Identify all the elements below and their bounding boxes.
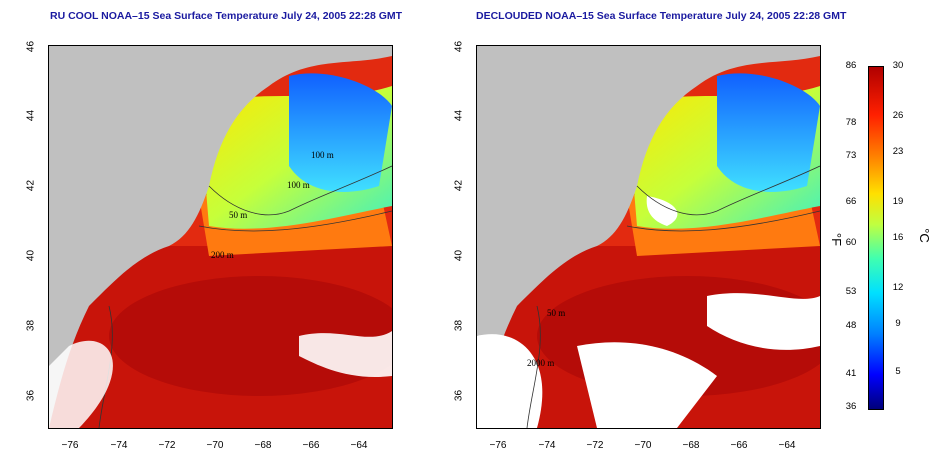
contour-label-50: 50 m	[229, 210, 247, 220]
contour-label-100b: 100 m	[287, 180, 310, 190]
lon-tick-72: −72	[586, 440, 604, 451]
lon-tick-72: −72	[158, 440, 176, 451]
fahrenheit-unit: °F	[829, 232, 845, 247]
right-map-title: DECLOUDED NOAA–15 Sea Surface Temperatur…	[476, 10, 847, 22]
lon-tick-68: −68	[254, 440, 272, 451]
f-label-86: 86	[845, 60, 857, 71]
lat-tick-44: 44	[25, 109, 37, 122]
lon-tick-76: −76	[489, 440, 507, 451]
c-label-19: 19	[892, 196, 904, 207]
lat-tick-42: 42	[25, 179, 37, 192]
lon-tick-66: −66	[730, 440, 748, 451]
temperature-colorbar	[868, 66, 884, 410]
contour-label-50r: 50 m	[547, 308, 565, 318]
c-label-23: 23	[892, 146, 904, 157]
lat-tick-40: 40	[453, 249, 465, 262]
contour-label-2000: 2000 m	[527, 358, 554, 368]
lon-tick-64: −64	[350, 440, 368, 451]
left-map-title: RU COOL NOAA–15 Sea Surface Temperature …	[50, 10, 403, 22]
f-label-36: 36	[845, 401, 857, 412]
f-label-53: 53	[845, 286, 857, 297]
f-label-48: 48	[845, 320, 857, 331]
lat-tick-46: 46	[453, 40, 465, 53]
lon-tick-76: −76	[61, 440, 79, 451]
lat-tick-38: 38	[453, 319, 465, 332]
right-sst-map: 50 m 2000 m	[476, 45, 821, 429]
c-label-30: 30	[892, 60, 904, 71]
lat-tick-40: 40	[25, 249, 37, 262]
f-label-73: 73	[845, 150, 857, 161]
c-label-9: 9	[895, 318, 901, 329]
f-label-66: 66	[845, 196, 857, 207]
f-label-60: 60	[845, 237, 857, 248]
f-label-78: 78	[845, 117, 857, 128]
c-label-12: 12	[892, 282, 904, 293]
lat-tick-38: 38	[25, 319, 37, 332]
lon-tick-66: −66	[302, 440, 320, 451]
lat-tick-36: 36	[453, 389, 465, 402]
lat-tick-42: 42	[453, 179, 465, 192]
lon-tick-70: −70	[634, 440, 652, 451]
contour-label-200: 200 m	[211, 250, 234, 260]
f-label-41: 41	[845, 368, 857, 379]
contour-label-100a: 100 m	[311, 150, 334, 160]
lon-tick-70: −70	[206, 440, 224, 451]
lat-tick-46: 46	[25, 40, 37, 53]
lat-tick-36: 36	[25, 389, 37, 402]
lon-tick-68: −68	[682, 440, 700, 451]
lon-tick-74: −74	[110, 440, 128, 451]
c-label-16: 16	[892, 232, 904, 243]
lon-tick-74: −74	[538, 440, 556, 451]
c-label-5: 5	[895, 366, 901, 377]
c-label-26: 26	[892, 110, 904, 121]
lon-tick-64: −64	[778, 440, 796, 451]
left-sst-map: 100 m 100 m 50 m 200 m	[48, 45, 393, 429]
lat-tick-44: 44	[453, 109, 465, 122]
celsius-unit: °C	[916, 228, 932, 243]
